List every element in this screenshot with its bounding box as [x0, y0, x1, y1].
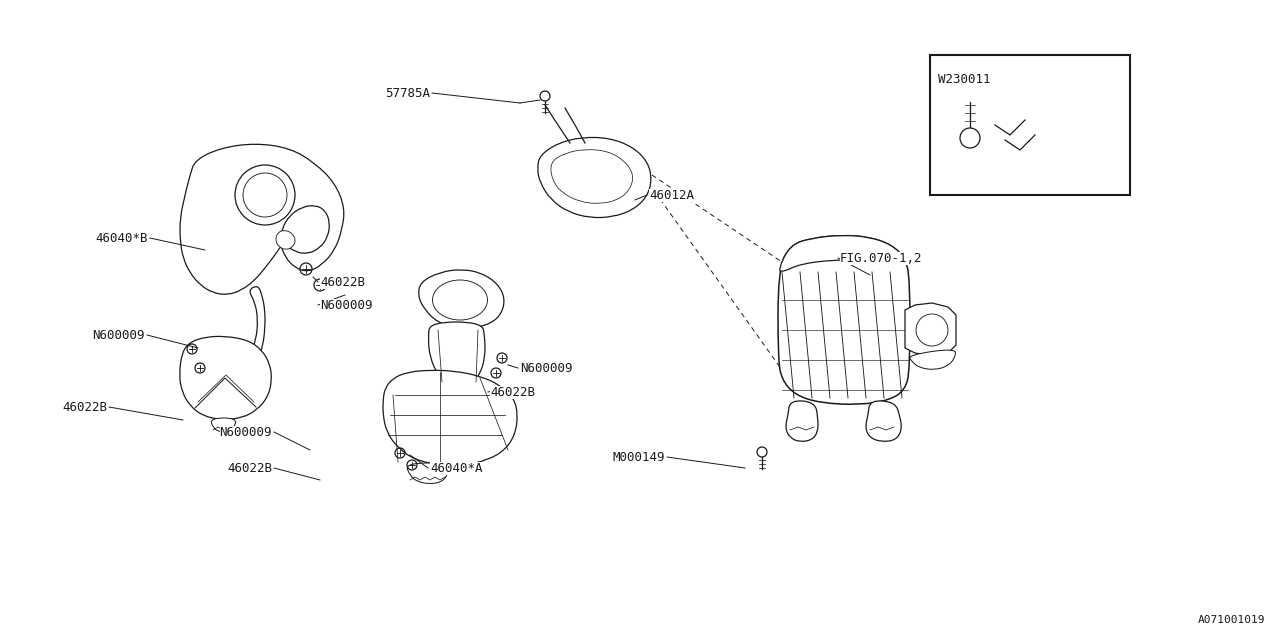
PathPatch shape — [538, 138, 652, 218]
Text: N600009: N600009 — [219, 426, 273, 438]
PathPatch shape — [778, 236, 910, 404]
Bar — [931, 55, 1130, 195]
Text: 46022B: 46022B — [61, 401, 108, 413]
PathPatch shape — [910, 350, 955, 369]
Text: M000149: M000149 — [613, 451, 666, 463]
PathPatch shape — [250, 287, 265, 358]
PathPatch shape — [867, 401, 901, 442]
Text: 46012A: 46012A — [649, 189, 694, 202]
PathPatch shape — [780, 236, 901, 271]
Circle shape — [236, 165, 294, 225]
Circle shape — [960, 128, 980, 148]
PathPatch shape — [180, 144, 344, 294]
Polygon shape — [905, 303, 956, 356]
Text: 46040*B: 46040*B — [96, 232, 148, 244]
Text: 46022B: 46022B — [227, 461, 273, 474]
PathPatch shape — [407, 463, 449, 483]
Text: N600009: N600009 — [92, 328, 145, 342]
Text: 57785A: 57785A — [385, 86, 430, 99]
PathPatch shape — [786, 401, 818, 442]
PathPatch shape — [276, 230, 296, 249]
Text: FIG.070-1,2: FIG.070-1,2 — [840, 252, 923, 264]
Circle shape — [540, 91, 550, 101]
Text: A071001019: A071001019 — [1198, 615, 1265, 625]
Text: N600009: N600009 — [520, 362, 572, 374]
Text: 46022B: 46022B — [320, 275, 365, 289]
PathPatch shape — [429, 322, 485, 388]
PathPatch shape — [179, 337, 271, 419]
Text: N600009: N600009 — [320, 298, 372, 312]
PathPatch shape — [211, 418, 236, 432]
PathPatch shape — [383, 371, 517, 465]
Circle shape — [756, 447, 767, 457]
PathPatch shape — [550, 150, 632, 204]
PathPatch shape — [419, 270, 504, 328]
Text: 46040*A: 46040*A — [430, 461, 483, 474]
Text: W230011: W230011 — [938, 73, 991, 86]
Circle shape — [916, 314, 948, 346]
Text: 46022B: 46022B — [490, 385, 535, 399]
Ellipse shape — [433, 280, 488, 320]
